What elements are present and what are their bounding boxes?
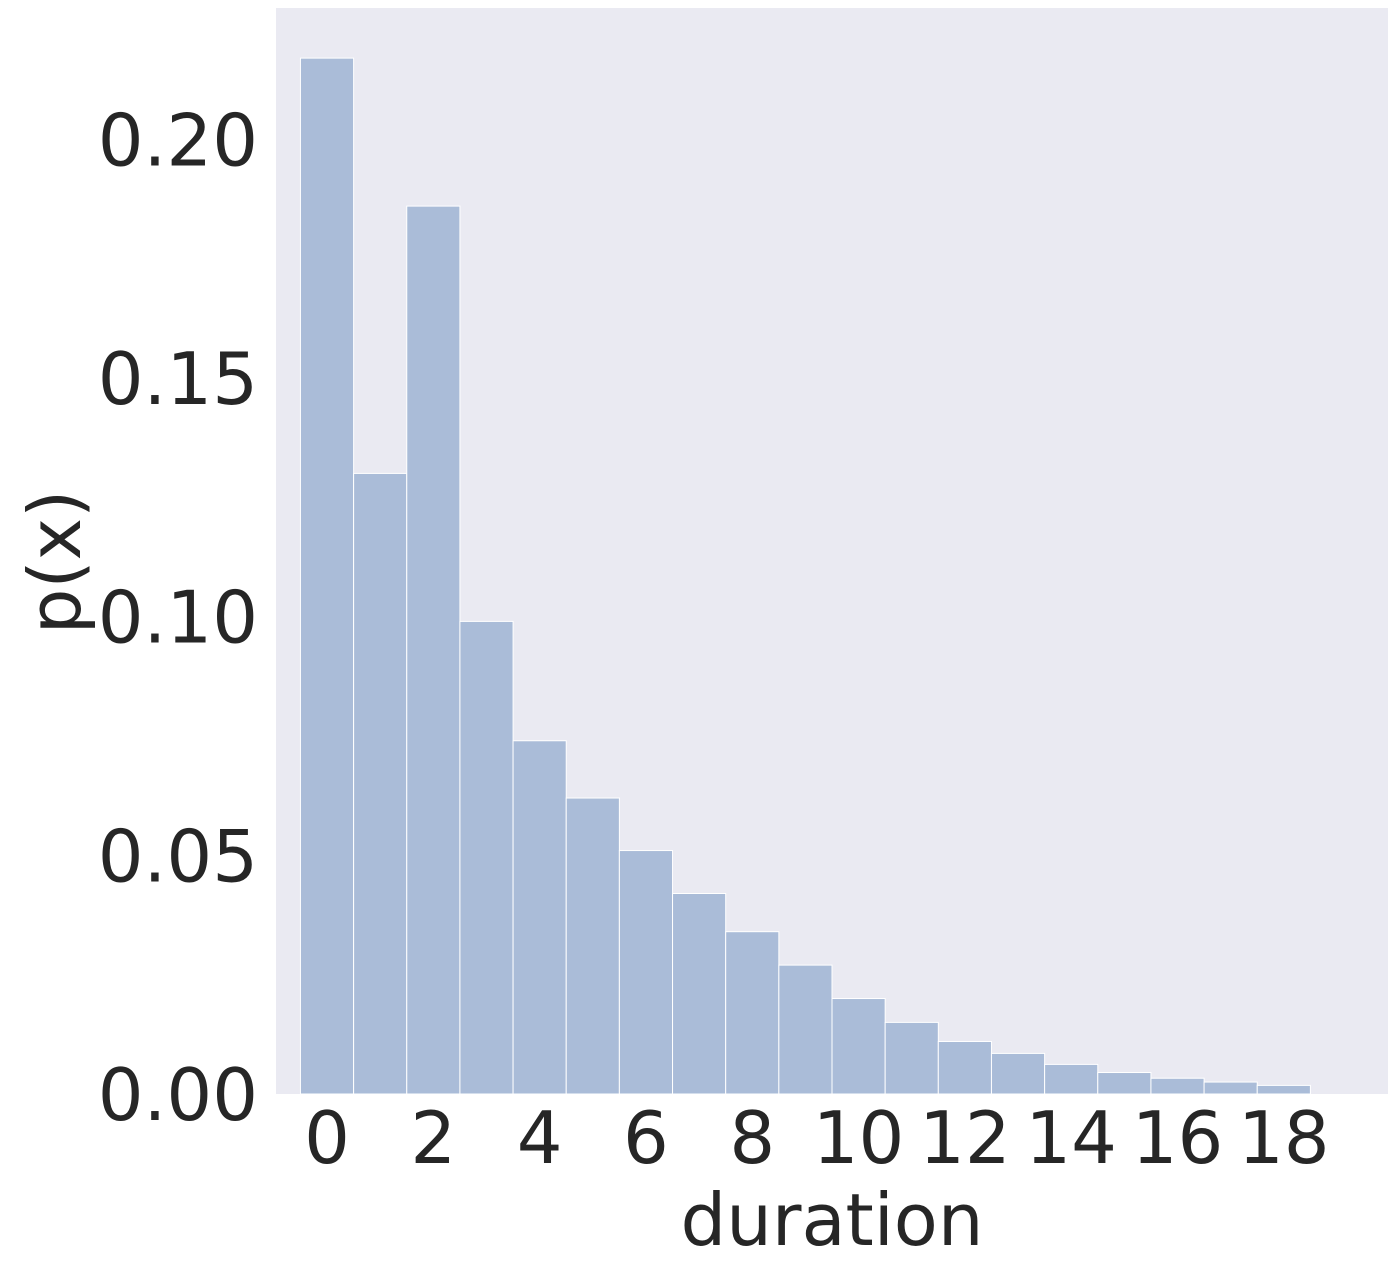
x-tick-label: 6 (623, 1096, 669, 1180)
y-tick-label: 0.10 (98, 576, 258, 660)
histogram-bar (1203, 1081, 1258, 1095)
x-tick-label: 2 (410, 1096, 456, 1180)
x-tick-label: 8 (729, 1096, 775, 1180)
x-tick-label: 0 (304, 1096, 350, 1180)
histogram-bar (1256, 1084, 1311, 1095)
histogram-bar (512, 740, 567, 1095)
x-tick-label: 16 (1132, 1096, 1224, 1180)
x-tick-label: 14 (1025, 1096, 1117, 1180)
histogram-bar (406, 205, 461, 1095)
histogram-bar (459, 620, 514, 1095)
histogram-bar (725, 931, 780, 1095)
y-tick-labels: 0.00 0.05 0.10 0.15 0.20 (98, 98, 258, 1137)
y-tick-label: 0.05 (98, 814, 258, 898)
histogram-bar (299, 57, 355, 1095)
histogram-bar (937, 1040, 992, 1095)
histogram-bar (778, 964, 833, 1095)
x-tick-labels: 0 2 4 6 8 10 12 14 16 18 (304, 1096, 1330, 1180)
bars-group (299, 57, 1311, 1095)
x-axis-label: duration (681, 1178, 984, 1262)
y-axis-label: p(x) (13, 490, 97, 635)
histogram-bar (1044, 1063, 1099, 1095)
histogram-bar (618, 850, 674, 1095)
histogram-bar (884, 1021, 939, 1095)
y-tick-label: 0.00 (98, 1053, 258, 1137)
histogram-bar (565, 797, 620, 1095)
histogram-bar (1150, 1077, 1205, 1095)
histogram-bar (831, 998, 886, 1095)
y-tick-label: 0.20 (98, 98, 258, 182)
histogram-bar (672, 893, 727, 1095)
histogram-bar (1097, 1072, 1152, 1095)
histogram-bar (990, 1052, 1046, 1095)
x-tick-label: 10 (813, 1096, 905, 1180)
x-tick-label: 18 (1238, 1096, 1330, 1180)
x-tick-label: 12 (919, 1096, 1011, 1180)
y-tick-label: 0.15 (98, 337, 258, 421)
x-tick-label: 4 (517, 1096, 563, 1180)
histogram-bar (353, 472, 408, 1095)
